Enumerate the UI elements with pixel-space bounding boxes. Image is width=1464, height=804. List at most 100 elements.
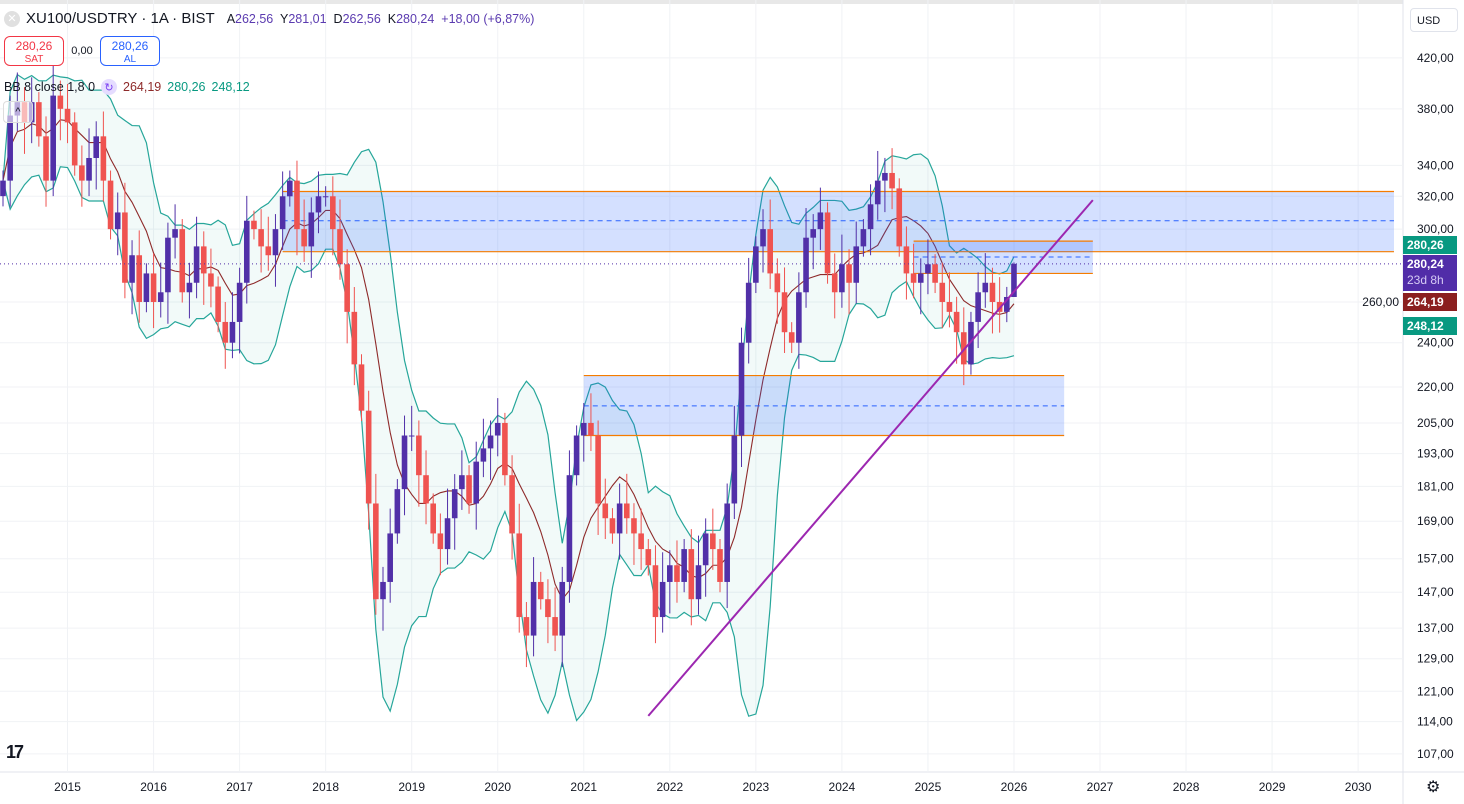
candle-body[interactable] bbox=[86, 157, 92, 181]
symbol-title[interactable]: XU100/USDTRY · 1A · BIST bbox=[26, 10, 215, 27]
candle-body[interactable] bbox=[408, 435, 415, 437]
candle-body[interactable] bbox=[272, 229, 279, 256]
candle-body[interactable] bbox=[609, 518, 616, 534]
candle-body[interactable] bbox=[401, 435, 408, 490]
candle-body[interactable] bbox=[301, 229, 307, 247]
candle-body[interactable] bbox=[71, 122, 78, 166]
candle-body[interactable] bbox=[566, 475, 573, 582]
candle-body[interactable] bbox=[588, 422, 594, 436]
candle-body[interactable] bbox=[365, 410, 372, 504]
candle-body[interactable] bbox=[745, 282, 752, 343]
candle-body[interactable] bbox=[882, 172, 888, 181]
candle-body[interactable] bbox=[157, 292, 164, 302]
candle-body[interactable] bbox=[208, 273, 214, 287]
candle-body[interactable] bbox=[917, 273, 924, 283]
candle-body[interactable] bbox=[358, 364, 365, 411]
candle-body[interactable] bbox=[150, 273, 157, 302]
candle-body[interactable] bbox=[502, 422, 508, 476]
candle-body[interactable] bbox=[416, 435, 422, 476]
candle-body[interactable] bbox=[122, 212, 128, 283]
candle-body[interactable] bbox=[896, 188, 903, 247]
price-zone[interactable] bbox=[913, 241, 1093, 274]
candle-body[interactable] bbox=[530, 581, 537, 636]
candle-body[interactable] bbox=[810, 229, 817, 238]
candle-body[interactable] bbox=[258, 229, 264, 247]
refresh-icon[interactable]: ↻ bbox=[101, 79, 118, 95]
candle-body[interactable] bbox=[602, 503, 609, 519]
candle-body[interactable] bbox=[473, 461, 480, 504]
candle-body[interactable] bbox=[760, 229, 766, 247]
candle-body[interactable] bbox=[287, 180, 293, 197]
price-zone[interactable] bbox=[282, 191, 1394, 252]
candle-body[interactable] bbox=[595, 435, 601, 504]
candle-body[interactable] bbox=[466, 475, 472, 504]
candle-body[interactable] bbox=[7, 115, 13, 181]
candle-body[interactable] bbox=[200, 246, 207, 274]
settings-gear-icon[interactable]: ⚙ bbox=[1426, 779, 1441, 796]
candle-body[interactable] bbox=[982, 282, 989, 293]
candle-body[interactable] bbox=[831, 273, 838, 293]
candle-body[interactable] bbox=[846, 264, 852, 283]
candle-body[interactable] bbox=[939, 282, 946, 302]
candle-body[interactable] bbox=[796, 292, 802, 343]
candle-body[interactable] bbox=[853, 246, 860, 283]
candle-body[interactable] bbox=[43, 136, 49, 181]
candle-body[interactable] bbox=[373, 503, 379, 600]
collapse-legend-button[interactable]: ^ bbox=[3, 101, 33, 123]
candle-body[interactable] bbox=[824, 212, 831, 274]
candle-body[interactable] bbox=[688, 549, 695, 600]
candle-body[interactable] bbox=[107, 180, 114, 230]
candle-body[interactable] bbox=[874, 180, 881, 205]
candle-body[interactable] bbox=[0, 180, 6, 197]
candle-body[interactable] bbox=[925, 264, 931, 274]
candle-body[interactable] bbox=[681, 549, 687, 582]
candle-body[interactable] bbox=[781, 292, 788, 333]
currency-button[interactable]: USD bbox=[1410, 8, 1458, 32]
candle-body[interactable] bbox=[910, 273, 917, 283]
candle-body[interactable] bbox=[114, 212, 121, 230]
candle-body[interactable] bbox=[674, 565, 680, 582]
candle-body[interactable] bbox=[516, 533, 523, 618]
candle-body[interactable] bbox=[265, 246, 272, 256]
candle-body[interactable] bbox=[645, 549, 652, 566]
candle-body[interactable] bbox=[788, 332, 795, 343]
candle-body[interactable] bbox=[559, 581, 566, 636]
candle-body[interactable] bbox=[638, 533, 644, 550]
candle-body[interactable] bbox=[179, 229, 186, 293]
candle-body[interactable] bbox=[860, 229, 867, 247]
candle-body[interactable] bbox=[932, 264, 938, 283]
candle-body[interactable] bbox=[136, 255, 143, 302]
candle-body[interactable] bbox=[523, 617, 530, 636]
tradingview-logo[interactable]: 17 bbox=[6, 742, 24, 762]
candle-body[interactable] bbox=[839, 264, 845, 293]
candle-body[interactable] bbox=[50, 95, 56, 181]
candle-body[interactable] bbox=[236, 282, 243, 322]
candle-body[interactable] bbox=[702, 533, 709, 566]
candle-body[interactable] bbox=[989, 282, 996, 302]
candle-body[interactable] bbox=[451, 489, 458, 519]
candle-body[interactable] bbox=[767, 229, 773, 274]
candle-body[interactable] bbox=[695, 565, 702, 600]
candle-body[interactable] bbox=[509, 475, 515, 534]
candle-body[interactable] bbox=[774, 273, 781, 293]
candle-body[interactable] bbox=[143, 273, 150, 302]
candle-body[interactable] bbox=[394, 489, 401, 534]
candle-body[interactable] bbox=[659, 581, 666, 618]
candle-body[interactable] bbox=[57, 95, 64, 109]
candle-body[interactable] bbox=[889, 172, 895, 189]
candle-body[interactable] bbox=[710, 533, 716, 550]
candle-body[interactable] bbox=[867, 204, 874, 230]
sell-button[interactable]: 280,26 SAT bbox=[4, 36, 64, 66]
candle-body[interactable] bbox=[573, 435, 580, 476]
close-icon[interactable]: ✕ bbox=[4, 10, 20, 27]
candle-body[interactable] bbox=[667, 565, 673, 582]
candle-body[interactable] bbox=[444, 518, 451, 550]
candle-body[interactable] bbox=[724, 503, 730, 582]
candle-body[interactable] bbox=[36, 102, 42, 137]
candle-body[interactable] bbox=[960, 332, 967, 365]
candle-body[interactable] bbox=[308, 212, 315, 247]
candle-body[interactable] bbox=[487, 435, 494, 449]
candle-body[interactable] bbox=[631, 518, 637, 534]
candle-body[interactable] bbox=[423, 475, 429, 504]
